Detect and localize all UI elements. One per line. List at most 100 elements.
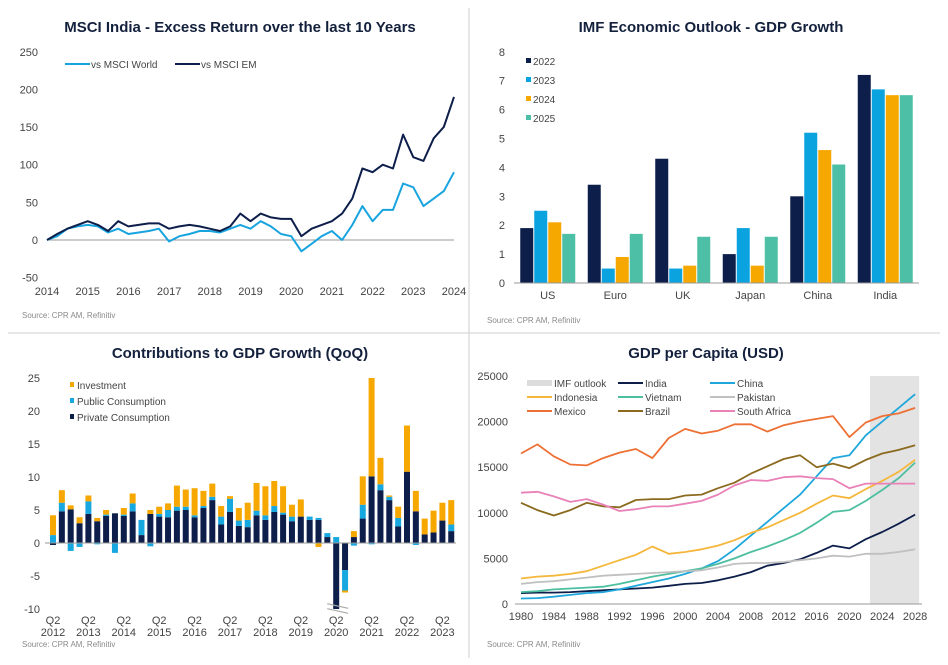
x-category-label: India — [873, 290, 898, 302]
bar-euro-2022 — [587, 184, 601, 283]
legend-label: Indonesia — [554, 393, 598, 404]
bar-segment-investment — [280, 486, 287, 513]
bar-segment-investment — [147, 510, 154, 514]
bar-segment-investment — [76, 517, 83, 524]
bar-segment-investment — [253, 482, 260, 511]
chart-msci-excess-return: MSCI India - Excess Return over the last… — [20, 19, 467, 320]
legend-label: Vietnam — [645, 393, 682, 404]
bar-segment-public-consumption — [333, 537, 340, 543]
x-tick-label: 2019 — [238, 286, 262, 298]
bar-segment-private-consumption — [244, 527, 251, 543]
x-tick-label-quarter: Q2 — [293, 615, 308, 627]
bar-segment-investment — [350, 531, 357, 538]
bar-segment-investment — [271, 480, 278, 507]
x-tick-label: 1988 — [574, 611, 598, 623]
bar-segment-private-consumption — [421, 534, 428, 543]
bar-segment-investment — [94, 517, 101, 522]
chart-source: Source: CPR AM, Refinitiv — [22, 311, 115, 320]
series-line-msci-world — [46, 171, 455, 253]
bar-segment-investment — [191, 488, 198, 516]
bar-segment-public-consumption — [138, 519, 145, 536]
bar-segment-investment — [315, 543, 322, 547]
bar-japan-2025 — [764, 236, 778, 283]
x-tick-label: 2016 — [804, 611, 828, 623]
x-tick-label-year: 2017 — [218, 627, 242, 639]
x-tick-label: 1992 — [607, 611, 631, 623]
bar-uk-2023 — [669, 268, 683, 283]
bar-segment-private-consumption — [103, 515, 110, 543]
y-tick-label: 15 — [28, 439, 40, 451]
bar-segment-public-consumption — [288, 516, 295, 522]
x-tick-label: 2018 — [198, 286, 222, 298]
series-line-brazil — [520, 444, 916, 517]
legend-swatch — [526, 58, 531, 63]
y-tick-label: 6 — [499, 105, 505, 117]
bar-segment-public-consumption — [377, 484, 384, 491]
y-tick-label: 8 — [499, 47, 505, 59]
x-category-label: Japan — [735, 290, 765, 302]
bar-segment-private-consumption — [262, 519, 269, 543]
chart-source: Source: CPR AM, Refinitiv — [487, 316, 580, 325]
y-tick-label: 0 — [502, 599, 508, 611]
bar-uk-2025 — [697, 236, 711, 283]
x-tick-label-quarter: Q2 — [400, 615, 415, 627]
legend-label: Mexico — [554, 407, 586, 418]
chart-title: Contributions to GDP Growth (QoQ) — [112, 345, 368, 362]
bar-segment-public-consumption — [342, 570, 349, 591]
y-tick-label: 7 — [499, 76, 505, 88]
bar-segment-investment — [404, 425, 410, 472]
bar-segment-public-consumption — [280, 512, 287, 515]
bar-segment-private-consumption — [209, 500, 216, 543]
x-tick-label-quarter: Q2 — [435, 615, 450, 627]
bar-euro-2023 — [601, 268, 615, 283]
series-line-india — [520, 513, 916, 594]
bar-india-2023 — [871, 89, 885, 284]
x-tick-label-quarter: Q2 — [116, 615, 131, 627]
bar-japan-2024 — [750, 265, 764, 283]
bar-segment-private-consumption — [227, 511, 233, 543]
bar-segment-private-consumption — [315, 519, 322, 543]
bar-segment-private-consumption — [395, 526, 402, 543]
bar-segment-private-consumption — [129, 511, 136, 543]
bar-segment-private-consumption — [368, 476, 375, 543]
x-tick-label: 2015 — [75, 286, 99, 298]
bar-segment-public-consumption — [191, 515, 198, 518]
bar-segment-public-consumption — [244, 519, 251, 528]
series-line-msci-em — [46, 96, 455, 241]
bar-segment-public-consumption — [395, 517, 402, 527]
bar-segment-private-consumption — [156, 516, 163, 543]
bar-segment-investment — [156, 506, 163, 514]
bar-segment-private-consumption — [94, 521, 101, 543]
bar-segment-investment — [218, 506, 225, 517]
chart-gdp-per-capita: GDP per Capita (USD) Source: CPR AM, Ref… — [477, 345, 927, 649]
bar-segment-private-consumption — [386, 500, 393, 543]
chart-title: GDP per Capita (USD) — [628, 345, 784, 362]
y-tick-label: 25000 — [477, 371, 508, 383]
bar-uk-2022 — [655, 158, 669, 283]
x-tick-label-year: 2023 — [430, 627, 454, 639]
bar-us-2023 — [534, 210, 548, 283]
x-tick-label-year: 2016 — [182, 627, 206, 639]
bar-segment-public-consumption — [235, 520, 242, 526]
x-tick-label-year: 2021 — [359, 627, 383, 639]
x-tick-label-year: 2013 — [76, 627, 100, 639]
bar-segment-investment — [235, 508, 242, 521]
bar-segment-private-consumption — [165, 517, 172, 543]
bar-segment-private-consumption — [235, 525, 242, 543]
series-line-mexico — [520, 407, 916, 467]
bar-segment-investment — [368, 378, 375, 477]
x-category-label: Euro — [604, 290, 627, 302]
y-tick-label: 0 — [34, 538, 40, 550]
bar-segment-private-consumption — [138, 535, 145, 543]
bar-segment-investment — [58, 490, 65, 503]
bar-segment-investment — [359, 476, 366, 505]
bar-segment-investment — [297, 499, 304, 517]
x-tick-label: 2022 — [360, 286, 384, 298]
bar-segment-investment — [342, 590, 349, 593]
bar-segment-private-consumption — [58, 511, 65, 543]
bar-segment-investment — [67, 505, 74, 510]
bar-segment-investment — [439, 502, 446, 521]
bar-segment-private-consumption — [404, 471, 410, 543]
bar-china-2024 — [818, 150, 832, 283]
series-line-indonesia — [520, 459, 916, 580]
